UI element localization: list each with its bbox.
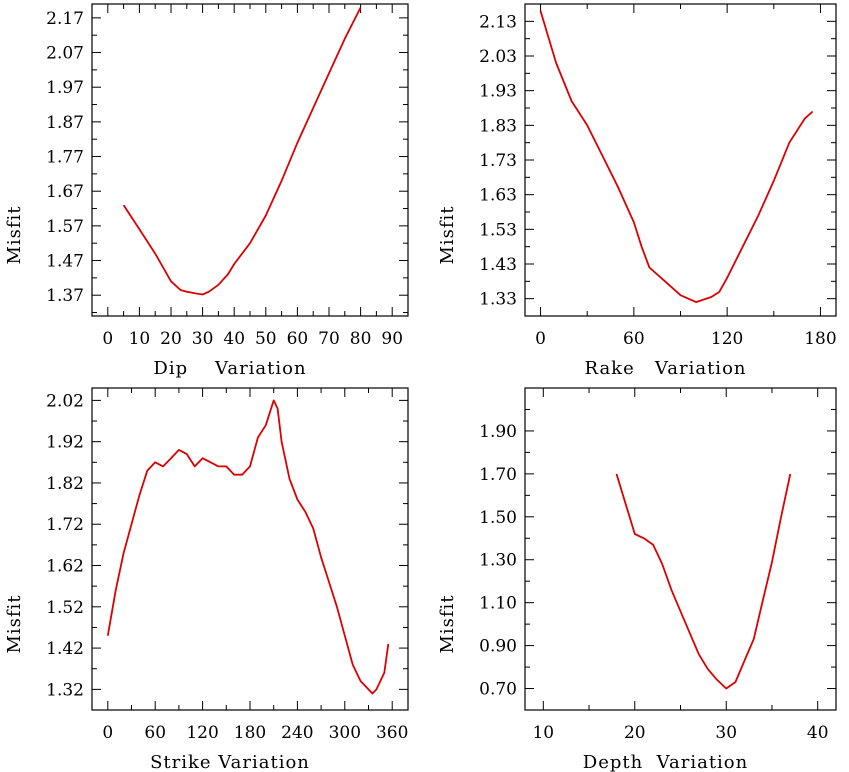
depth-y-tick-label: 1.10: [479, 594, 517, 614]
rake-y-tick-label: 2.03: [479, 47, 517, 67]
strike-x-tick-label: 0: [102, 723, 113, 743]
strike-x-tick-label: 360: [376, 723, 408, 743]
strike-y-tick-label: 1.32: [46, 680, 84, 700]
strike-y-tick-label: 1.62: [46, 557, 84, 577]
rake-y-tick-label: 1.73: [479, 151, 517, 171]
dip-y-tick-label: 1.87: [46, 113, 84, 133]
dip-y-tick-label: 2.07: [46, 44, 84, 64]
depth-chart: 10 20 30 40 0.70 0.90 1.10 1.30 1.50 1.70 1.90 Dept…: [437, 387, 837, 772]
dip-y-tick-label: 1.57: [46, 217, 84, 237]
dip-x-tick-label: 0: [102, 329, 113, 349]
depth-y-tick-label: 1.90: [479, 422, 517, 442]
rake-x-tick-label: 120: [711, 329, 743, 349]
strike-x-tick-label: 120: [186, 723, 218, 743]
dip-y-tick-label: 1.77: [46, 148, 84, 168]
dip-y-tick-label: 1.67: [46, 182, 84, 202]
dip-y-tick-label: 2.17: [46, 9, 84, 29]
dip-x-tick-label: 70: [318, 329, 340, 349]
rake-y-tick-label: 2.13: [479, 12, 517, 32]
dip-chart: 0 10 20 30 40 50 60 70 80 90 1.37 1.47 1.57 1.67 1.77 1…: [4, 3, 409, 379]
dip-x-tick-label: 60: [287, 329, 309, 349]
strike-y-axis-label: Misfit: [4, 594, 25, 653]
rake-misfit-line: [539, 10, 814, 304]
strike-y-tick-label: 1.92: [46, 433, 84, 453]
strike-x-axis-label: Strike Variation: [150, 752, 310, 772]
rake-x-tick-label: 0: [535, 329, 546, 349]
strike-x-tick-label: 240: [281, 723, 313, 743]
rake-y-tick-label: 1.83: [479, 116, 517, 136]
rake-x-tick-label: 180: [804, 329, 836, 349]
dip-x-tick-label: 20: [160, 329, 182, 349]
strike-x-tick-label: 60: [144, 723, 166, 743]
strike-y-tick-label: 1.52: [46, 598, 84, 618]
strike-plot-frame: [91, 387, 409, 711]
dip-x-tick-label: 30: [192, 329, 214, 349]
depth-x-tick-label: 20: [624, 723, 646, 743]
rake-y-tick-label: 1.93: [479, 82, 517, 102]
depth-y-tick-label: 1.50: [479, 508, 517, 528]
rake-plot-frame: [524, 3, 837, 317]
strike-y-tick-label: 2.02: [46, 391, 84, 411]
rake-y-tick-label: 1.53: [479, 220, 517, 240]
depth-x-tick-label: 10: [532, 723, 554, 743]
rake-chart: 0 60 120 180 1.33 1.43 1.53 1.63 1.73 1.83 1.93 2.0…: [437, 3, 837, 379]
strike-y-tick-label: 1.42: [46, 639, 84, 659]
strike-x-tick-label: 180: [234, 723, 266, 743]
dip-misfit-line: [122, 7, 362, 296]
dip-x-tick-label: 10: [129, 329, 151, 349]
strike-chart: 0 60 120 180 240 300 360 1.32 1.42 1.52 1.62 1.72 1.…: [4, 387, 409, 772]
dip-x-tick-label: 90: [381, 329, 403, 349]
depth-y-axis-label: Misfit: [437, 594, 458, 653]
dip-x-tick-label: 80: [350, 329, 372, 349]
rake-x-tick-label: 60: [623, 329, 645, 349]
strike-y-tick-label: 1.72: [46, 515, 84, 535]
depth-y-tick-label: 0.90: [479, 637, 517, 657]
depth-misfit-line: [615, 473, 792, 690]
dip-x-tick-label: 50: [255, 329, 277, 349]
strike-y-tick-label: 1.82: [46, 474, 84, 494]
dip-y-tick-label: 1.97: [46, 78, 84, 98]
depth-x-tick-label: 30: [715, 723, 737, 743]
dip-y-tick-label: 1.47: [46, 252, 84, 272]
depth-plot-frame: [524, 387, 837, 711]
rake-y-tick-label: 1.43: [479, 255, 517, 275]
dip-y-tick-label: 1.37: [46, 286, 84, 306]
depth-x-tick-label: 40: [807, 723, 829, 743]
rake-y-tick-label: 1.33: [479, 290, 517, 310]
strike-misfit-line: [106, 399, 390, 695]
depth-y-tick-label: 1.30: [479, 551, 517, 571]
dip-y-axis-label: Misfit: [4, 205, 25, 264]
depth-x-axis-label: Depth Variation: [583, 752, 748, 772]
rake-x-axis-label: Rake Variation: [584, 358, 746, 379]
strike-x-tick-label: 300: [329, 723, 361, 743]
dip-x-tick-label: 40: [223, 329, 245, 349]
dip-x-axis-label: Dip Variation: [153, 358, 306, 379]
depth-y-tick-label: 1.70: [479, 465, 517, 485]
depth-y-tick-label: 0.70: [479, 680, 517, 700]
rake-y-axis-label: Misfit: [437, 205, 458, 264]
dip-plot-frame: [91, 3, 409, 317]
rake-y-tick-label: 1.63: [479, 186, 517, 206]
